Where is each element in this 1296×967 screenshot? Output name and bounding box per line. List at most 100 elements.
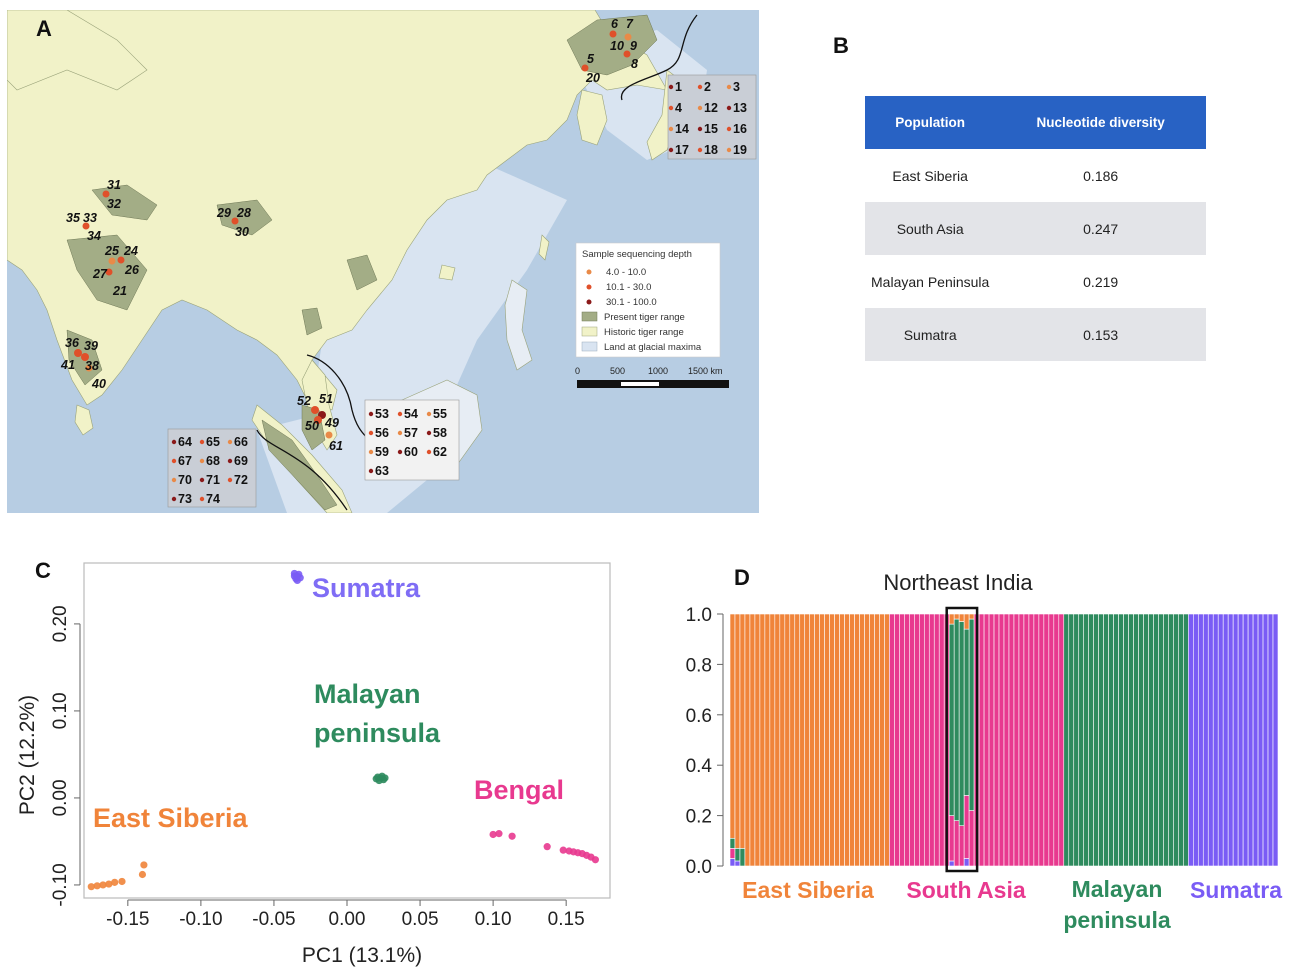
site-label: 40	[91, 377, 106, 391]
structure-bar-segment	[953, 820, 960, 867]
pca-point	[495, 830, 503, 838]
table-cell-diversity: 0.247	[995, 202, 1206, 255]
structure-bar-segment	[859, 613, 865, 867]
sample-dot	[397, 430, 403, 436]
panel-label-c: C	[35, 558, 51, 583]
pca-point	[543, 843, 551, 851]
sample-box-label: 13	[733, 101, 747, 115]
pca-group-label-malayan: peninsula	[314, 718, 441, 748]
panel-label-b: B	[833, 33, 849, 58]
structure-y-tick-label: 0.4	[686, 756, 713, 777]
pca-point	[87, 883, 95, 891]
structure-bar-segment	[1088, 613, 1094, 867]
sample-box-label: 54	[404, 407, 418, 421]
sample-box-label: 70	[178, 473, 192, 487]
structure-bar-segment	[1163, 613, 1169, 867]
site-label: 21	[112, 284, 127, 298]
structure-bar-segment	[734, 613, 741, 849]
structure-bar-segment	[933, 613, 940, 867]
legend-item: Land at glacial maxima	[604, 342, 702, 353]
sample-box-label: 69	[234, 454, 248, 468]
legend-item: 4.0 - 10.0	[606, 267, 646, 278]
site-label: 24	[123, 244, 138, 258]
pca-point	[93, 882, 101, 890]
sample-dot	[426, 411, 432, 417]
sample-dot	[426, 449, 432, 455]
sample-dot	[227, 439, 233, 445]
structure-bar-segment	[1128, 613, 1134, 867]
structure-bar-segment	[1063, 613, 1070, 867]
sumatra-boundary-curve	[256, 429, 348, 511]
sample-box-label: 4	[675, 101, 682, 115]
structure-bar-segment	[729, 613, 736, 839]
sample-dot	[624, 33, 632, 41]
structure-bar-segment	[1138, 613, 1144, 867]
table-header-diversity: Nucleotide diversity	[995, 96, 1206, 149]
site-label: 10	[610, 39, 624, 53]
structure-bar-segment	[739, 848, 746, 867]
structure-bar-segment	[968, 810, 975, 867]
structure-bar-segment	[1227, 613, 1234, 867]
sample-dot	[368, 449, 374, 455]
sample-dot	[368, 468, 374, 474]
sample-dot	[609, 30, 617, 38]
site-label: 6	[611, 17, 619, 31]
structure-bar-segment	[1013, 613, 1020, 867]
structure-bar-segment	[794, 613, 801, 867]
structure-bar-segment	[1078, 613, 1085, 867]
structure-bar-segment	[1143, 613, 1149, 867]
structure-bar-segment	[1262, 613, 1269, 867]
site-label: 20	[585, 71, 600, 85]
scale-bar: 0 500 1000 1500 km	[575, 366, 729, 388]
pca-point	[140, 861, 148, 869]
site-label: 51	[319, 392, 333, 406]
sample-dot	[668, 84, 674, 90]
structure-bar-segment	[734, 848, 741, 862]
structure-bar-segment	[1068, 613, 1075, 867]
sample-box-label: 60	[404, 445, 418, 459]
site-label: 39	[84, 339, 98, 353]
structure-bar-segment	[889, 613, 895, 867]
structure-bar-segment	[869, 613, 875, 867]
pca-scatter-plot: -0.15 -0.10 -0.05 0.00 0.05 0.10 0.15 -0.10 0.00…	[16, 562, 611, 967]
pca-point	[118, 877, 126, 886]
panel-label-d: D	[734, 565, 750, 590]
pca-point	[105, 880, 113, 888]
sample-box-label: 53	[375, 407, 389, 421]
structure-group-label-malayan: Malayan	[1072, 876, 1163, 902]
sample-dot	[397, 411, 403, 417]
structure-bar-segment	[1033, 613, 1040, 867]
legend-item: 10.1 - 30.0	[606, 282, 651, 293]
structure-bar-segment	[1202, 613, 1209, 867]
structure-bar-segment	[948, 623, 955, 816]
structure-bar-segment	[819, 613, 825, 867]
structure-bar-segment	[734, 860, 741, 867]
structure-bar-segment	[963, 613, 970, 630]
table-header-row: Population Nucleotide diversity	[865, 96, 1206, 149]
table-cell-population: Malayan Peninsula	[871, 273, 990, 290]
sample-dot	[105, 268, 113, 276]
sample-dot	[171, 477, 177, 483]
legend-item: Present tiger range	[604, 312, 685, 323]
admixture-bar-plot: Northeast India 0.0 0.2 0.4 0.6 0.8 1.0 East …	[686, 570, 1283, 933]
sample-dot	[85, 364, 93, 372]
structure-bar-segment	[1103, 613, 1109, 867]
sample-dot	[668, 147, 674, 153]
pca-group-label-east-siberia: East Siberia	[93, 803, 249, 833]
sample-dot	[227, 458, 233, 464]
present-range	[66, 14, 658, 511]
table-row: Sumatra 0.153	[865, 308, 1206, 361]
legend-swatch	[581, 326, 598, 337]
structure-bar-segment	[744, 613, 751, 867]
sample-box-label: 1	[675, 80, 682, 94]
site-label: 61	[329, 439, 343, 453]
scale-label: 0	[575, 366, 580, 376]
structure-bar-segment	[809, 613, 815, 867]
site-label: 31	[107, 178, 121, 192]
structure-bar-segment	[909, 613, 915, 867]
pca-y-tick-label: 0.00	[50, 779, 71, 816]
table-cell-diversity: 0.219	[1083, 273, 1119, 290]
structure-bar-segment	[1242, 613, 1249, 867]
legend-dot	[586, 299, 592, 305]
site-label: 34	[87, 229, 101, 243]
